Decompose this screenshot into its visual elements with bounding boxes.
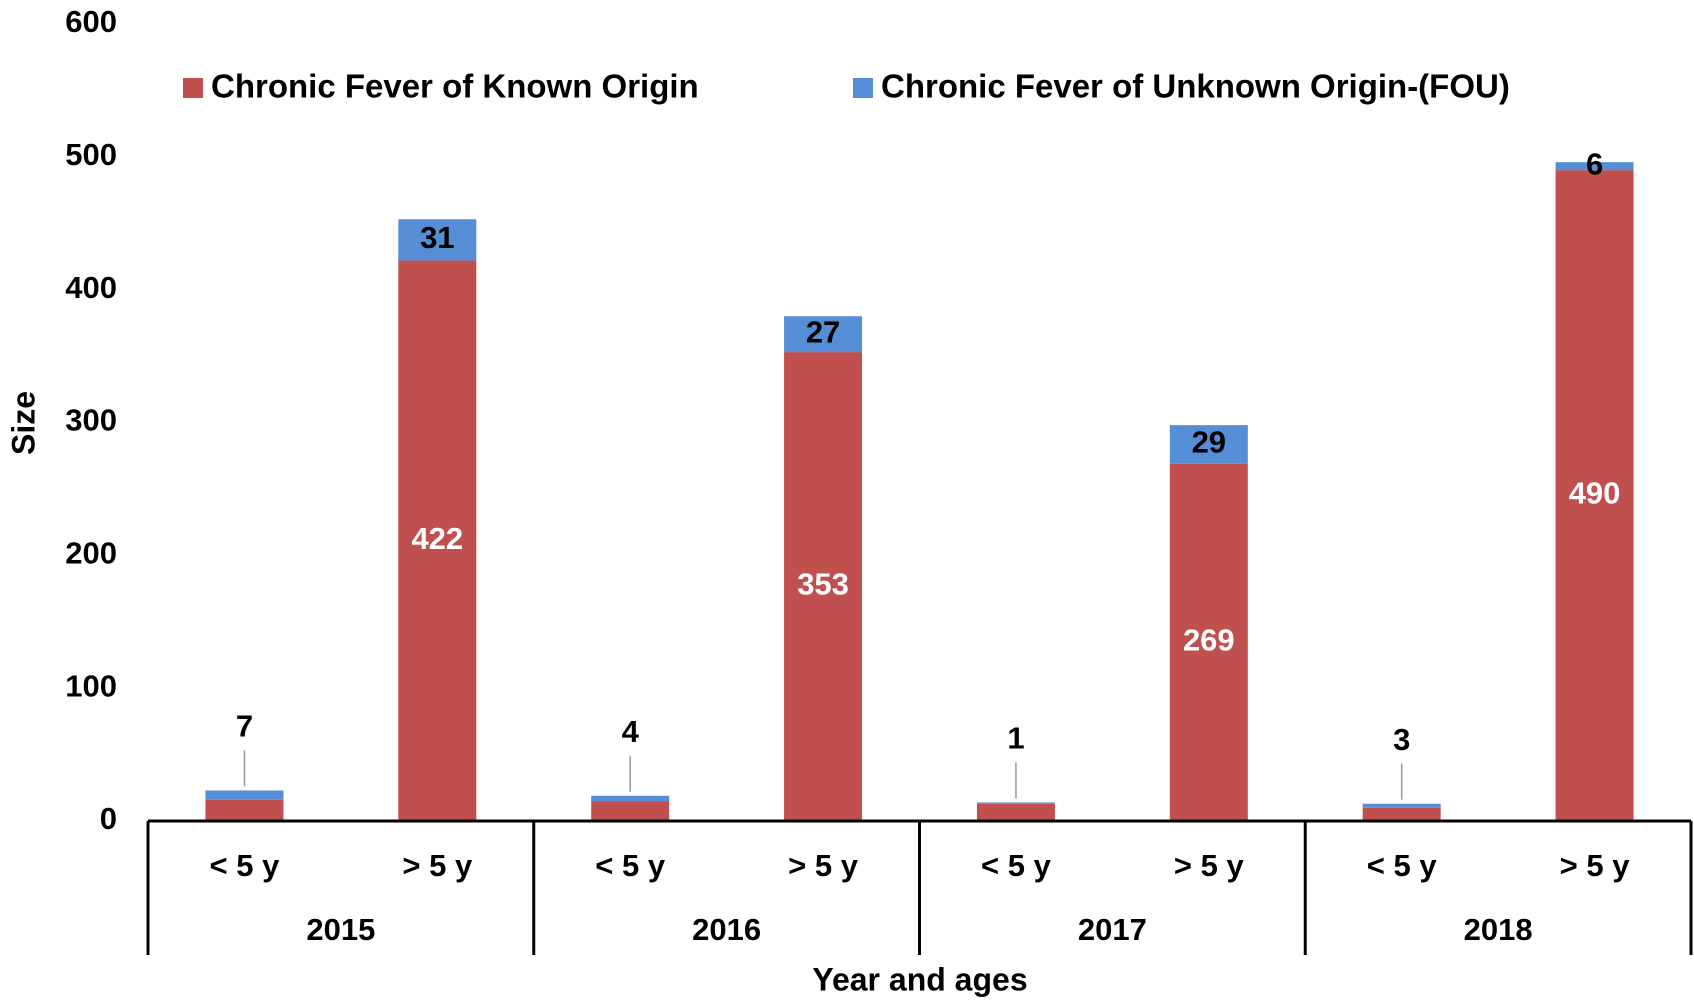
bar-segment bbox=[976, 803, 1055, 821]
data-label: 31 bbox=[420, 220, 454, 255]
bar-segment bbox=[1555, 170, 1634, 821]
bar-segment bbox=[784, 352, 863, 821]
bar-segment bbox=[591, 801, 670, 821]
x-tick-label: < 5 y bbox=[595, 848, 666, 883]
x-tick-label: < 5 y bbox=[210, 848, 281, 883]
y-tick-label: 200 bbox=[65, 536, 117, 571]
data-label: 7 bbox=[236, 709, 253, 744]
bar-segment bbox=[784, 316, 863, 353]
data-label: 4 bbox=[622, 714, 640, 749]
bar-segment bbox=[1169, 425, 1248, 464]
y-tick-label: 400 bbox=[65, 270, 117, 305]
data-label: 3 bbox=[1393, 722, 1410, 757]
data-label: 353 bbox=[797, 567, 849, 602]
x-axis-label: Year and ages bbox=[812, 961, 1027, 997]
legend-label: Chronic Fever of Known Origin bbox=[211, 68, 699, 105]
x-tick-label: > 5 y bbox=[1560, 848, 1631, 883]
group-label: 2018 bbox=[1464, 912, 1533, 947]
group-label: 2015 bbox=[306, 912, 375, 947]
bar-segment bbox=[398, 219, 477, 261]
y-axis-label: Size bbox=[5, 391, 41, 455]
x-tick-label: > 5 y bbox=[402, 848, 473, 883]
y-tick-label: 600 bbox=[65, 4, 117, 39]
legend-label: Chronic Fever of Unknown Origin-(FOU) bbox=[881, 68, 1510, 105]
legend-swatch bbox=[853, 78, 873, 98]
bar-segment bbox=[398, 260, 477, 821]
bar-segment bbox=[1169, 463, 1248, 821]
data-label: 269 bbox=[1183, 623, 1235, 658]
bar-segment bbox=[1555, 162, 1634, 171]
data-label: 29 bbox=[1192, 425, 1226, 460]
x-tick-label: < 5 y bbox=[981, 848, 1052, 883]
legend-swatch bbox=[183, 78, 203, 98]
bar-segment bbox=[976, 802, 1055, 804]
bar-segment bbox=[1362, 803, 1441, 808]
data-label: 1 bbox=[1007, 721, 1024, 756]
x-tick-label: > 5 y bbox=[788, 848, 859, 883]
data-label: 6 bbox=[1586, 146, 1603, 181]
y-tick-label: 0 bbox=[100, 801, 117, 836]
data-label: 27 bbox=[806, 314, 840, 349]
data-label: 422 bbox=[411, 521, 463, 556]
y-tick-label: 100 bbox=[65, 668, 117, 703]
group-label: 2017 bbox=[1078, 912, 1147, 947]
bar-segment bbox=[205, 790, 284, 800]
group-label: 2016 bbox=[692, 912, 761, 947]
bar-segment bbox=[591, 795, 670, 802]
bar-segment bbox=[205, 799, 284, 821]
x-tick-label: < 5 y bbox=[1367, 848, 1438, 883]
bar-segment bbox=[1362, 807, 1441, 821]
y-tick-label: 300 bbox=[65, 403, 117, 438]
x-tick-label: > 5 y bbox=[1174, 848, 1245, 883]
y-tick-label: 500 bbox=[65, 137, 117, 172]
data-label: 490 bbox=[1569, 476, 1621, 511]
